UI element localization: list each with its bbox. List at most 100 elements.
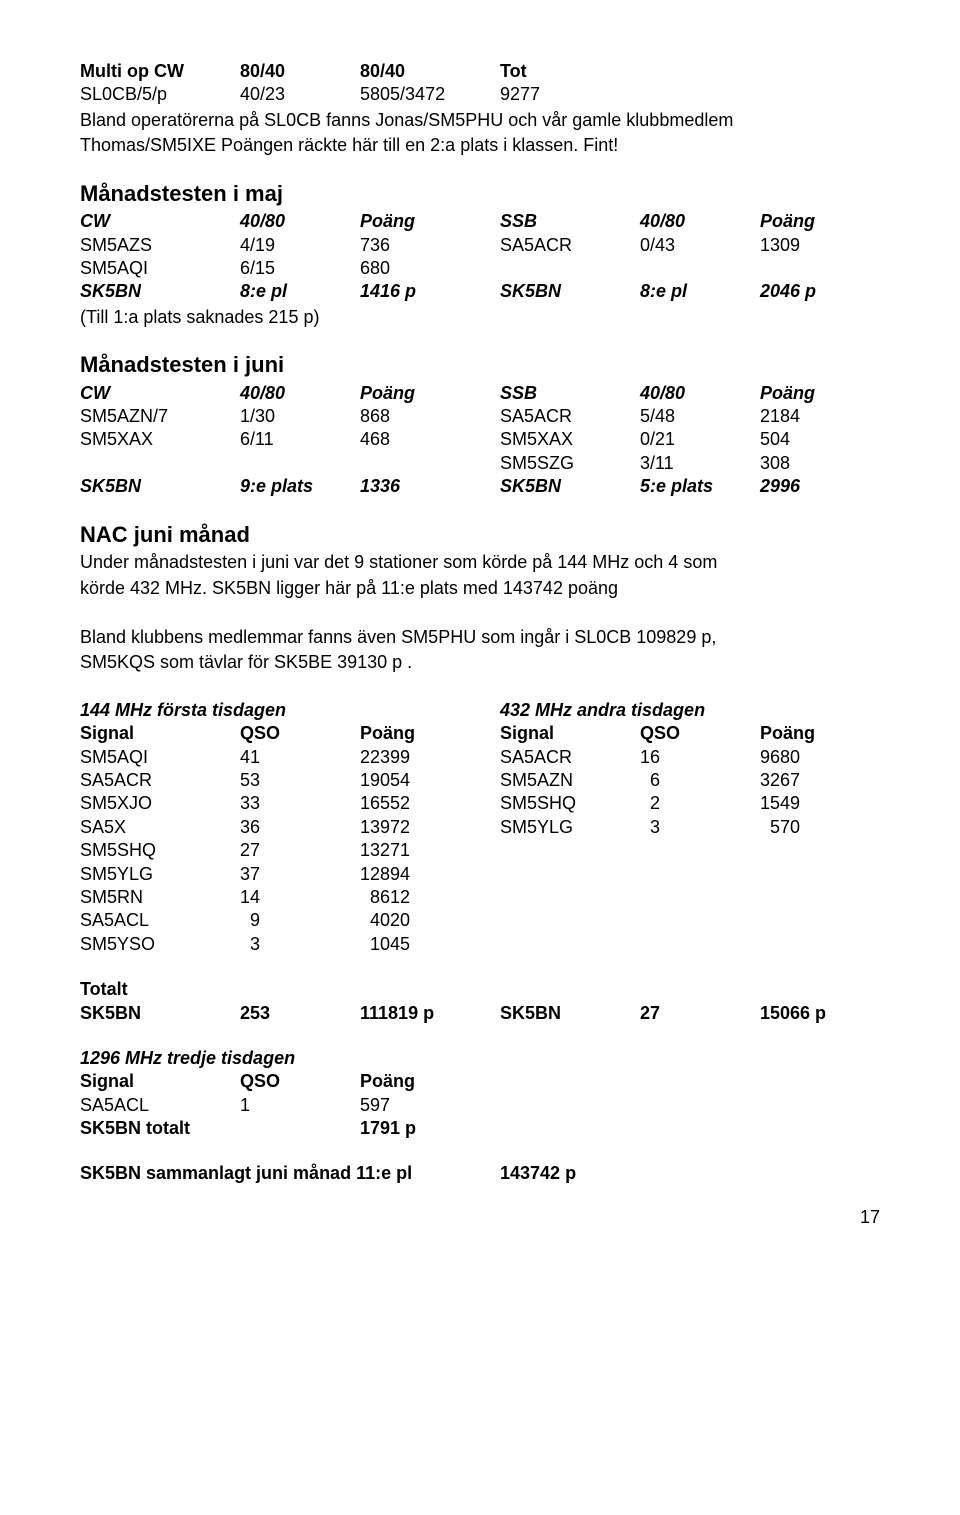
cell: SM5SZG bbox=[500, 452, 640, 475]
intro-line-2: Thomas/SM5IXE Poängen räckte här till en… bbox=[80, 134, 880, 157]
nac-title: NAC juni månad bbox=[80, 521, 880, 550]
maj-row-1: SM5AZS 4/19 736 SA5ACR 0/43 1309 bbox=[80, 234, 880, 257]
cell: Signal bbox=[80, 722, 240, 745]
cell bbox=[500, 839, 640, 862]
cell: 16552 bbox=[360, 792, 500, 815]
mhz-row: SA5ACR5319054SM5AZN 63267 bbox=[80, 769, 880, 792]
cell: SM5AZN/7 bbox=[80, 405, 240, 428]
maj-row-3: SK5BN 8:e pl 1416 p SK5BN 8:e pl 2046 p bbox=[80, 280, 880, 303]
juni-header: CW 40/80 Poäng SSB 40/80 Poäng bbox=[80, 382, 880, 405]
cell: SA5ACR bbox=[80, 769, 240, 792]
maj-row-2: SM5AQI 6/15 680 bbox=[80, 257, 880, 280]
cell: SA5ACR bbox=[500, 746, 640, 769]
cell: SA5ACL bbox=[80, 909, 240, 932]
cell: 3267 bbox=[760, 769, 880, 792]
cell: Poäng bbox=[360, 722, 500, 745]
juni-row-4: SK5BN 9:e plats 1336 SK5BN 5:e plats 299… bbox=[80, 475, 880, 498]
cell-a: SL0CB/5/p bbox=[80, 83, 240, 106]
cell: 111819 p bbox=[360, 1002, 500, 1025]
cell: Signal bbox=[80, 1070, 240, 1093]
cell: SK5BN bbox=[500, 475, 640, 498]
mhz-row: SM5RN14 8612 bbox=[80, 886, 880, 909]
cell: 6/11 bbox=[240, 428, 360, 451]
cell: SK5BN bbox=[80, 475, 240, 498]
cell: SM5XAX bbox=[500, 428, 640, 451]
cell: 597 bbox=[360, 1094, 500, 1117]
cell: SM5YLG bbox=[80, 863, 240, 886]
cell: 15066 p bbox=[760, 1002, 880, 1025]
cell: 1416 p bbox=[360, 280, 500, 303]
cell bbox=[80, 452, 240, 475]
mhz-row: SA5X3613972SM5YLG 3 570 bbox=[80, 816, 880, 839]
mhz432-title: 432 MHz andra tisdagen bbox=[500, 699, 705, 722]
mhz-row: SA5ACL 9 4020 bbox=[80, 909, 880, 932]
cell bbox=[760, 886, 880, 909]
maj-note: (Till 1:a plats saknades 215 p) bbox=[80, 306, 880, 329]
cell: 4/19 bbox=[240, 234, 360, 257]
hdr-b: 80/40 bbox=[240, 60, 360, 83]
cell: 8:e pl bbox=[640, 280, 760, 303]
nac-p2: körde 432 MHz. SK5BN ligger här på 11:e … bbox=[80, 577, 880, 600]
cell: Poäng bbox=[760, 722, 880, 745]
cell: 504 bbox=[760, 428, 880, 451]
cell: 1549 bbox=[760, 792, 880, 815]
cell: 36 bbox=[240, 816, 360, 839]
multi-op-row: SL0CB/5/p 40/23 5805/3472 9277 bbox=[80, 83, 880, 106]
cell bbox=[500, 863, 640, 886]
cell: 570 bbox=[760, 816, 880, 839]
cell: 2184 bbox=[760, 405, 880, 428]
cell: 3 bbox=[240, 933, 360, 956]
mhz-row: SM5AQI4122399SA5ACR169680 bbox=[80, 746, 880, 769]
mhz1296-total: SK5BN totalt 1791 p bbox=[80, 1117, 880, 1140]
cell: QSO bbox=[640, 722, 760, 745]
cell: SK5BN bbox=[500, 1002, 640, 1025]
cell: SM5YLG bbox=[500, 816, 640, 839]
mhz1296-row: SA5ACL 1 597 bbox=[80, 1094, 880, 1117]
cell: Poäng bbox=[360, 382, 500, 405]
cell: 40/80 bbox=[640, 382, 760, 405]
mhz1296-header: Signal QSO Poäng bbox=[80, 1070, 880, 1093]
cell: 308 bbox=[760, 452, 880, 475]
cell: 40/80 bbox=[240, 382, 360, 405]
juni-row-1: SM5AZN/7 1/30 868 SA5ACR 5/48 2184 bbox=[80, 405, 880, 428]
cell: SSB bbox=[500, 382, 640, 405]
cell: SA5X bbox=[80, 816, 240, 839]
summary-value: 143742 p bbox=[500, 1162, 576, 1185]
hdr-d: Tot bbox=[500, 60, 640, 83]
maj-title: Månadstesten i maj bbox=[80, 180, 880, 209]
cell: 2 bbox=[640, 792, 760, 815]
nac-p3: Bland klubbens medlemmar fanns även SM5P… bbox=[80, 626, 880, 649]
juni-row-2: SM5XAX 6/11 468 SM5XAX 0/21 504 bbox=[80, 428, 880, 451]
cell: 27 bbox=[240, 839, 360, 862]
cell: 12894 bbox=[360, 863, 500, 886]
cell: SA5ACR bbox=[500, 234, 640, 257]
cell: 9 bbox=[240, 909, 360, 932]
cell bbox=[500, 933, 640, 956]
cell: 41 bbox=[240, 746, 360, 769]
cell bbox=[760, 839, 880, 862]
cell: 1791 p bbox=[360, 1117, 416, 1140]
cell: 14 bbox=[240, 886, 360, 909]
mhz144-title: 144 MHz första tisdagen bbox=[80, 699, 500, 722]
cell: SK5BN bbox=[500, 280, 640, 303]
cell: 19054 bbox=[360, 769, 500, 792]
cell: QSO bbox=[240, 722, 360, 745]
cell: SM5RN bbox=[80, 886, 240, 909]
cell: 5:e plats bbox=[640, 475, 760, 498]
cell: SK5BN bbox=[80, 280, 240, 303]
h-c: Poäng bbox=[360, 210, 500, 233]
cell: SM5AZS bbox=[80, 234, 240, 257]
cell: 2046 p bbox=[760, 280, 880, 303]
cell: 33 bbox=[240, 792, 360, 815]
page-number: 17 bbox=[80, 1206, 880, 1229]
multi-op-header: Multi op CW 80/40 80/40 Tot bbox=[80, 60, 880, 83]
cell: 13271 bbox=[360, 839, 500, 862]
juni-row-3: SM5SZG 3/11 308 bbox=[80, 452, 880, 475]
cell: 9:e plats bbox=[240, 475, 360, 498]
cell: SK5BN totalt bbox=[80, 1117, 360, 1140]
nac-p4: SM5KQS som tävlar för SK5BE 39130 p . bbox=[80, 651, 880, 674]
cell: 2996 bbox=[760, 475, 880, 498]
cell: 0/43 bbox=[640, 234, 760, 257]
cell: CW bbox=[80, 382, 240, 405]
nac-p1: Under månadstesten i juni var det 9 stat… bbox=[80, 551, 880, 574]
